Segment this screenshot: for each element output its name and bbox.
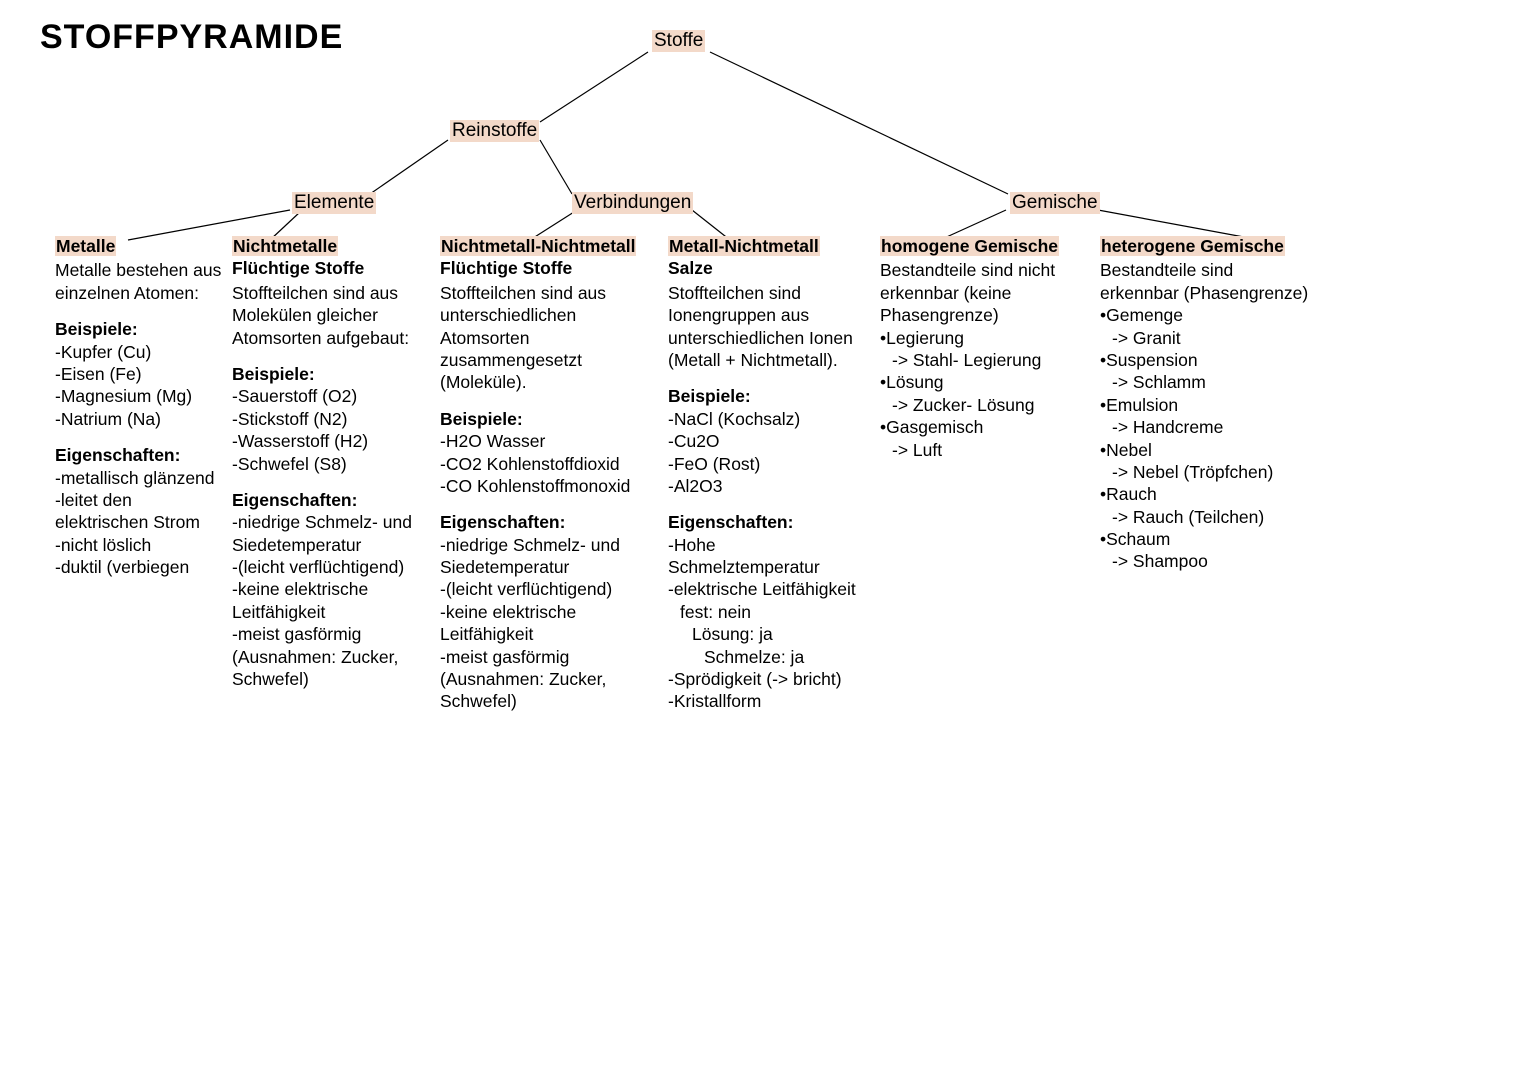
leaf-heading: Metall-Nichtmetall	[668, 236, 820, 256]
node-reinstoffe: Reinstoffe	[450, 120, 539, 142]
node-verbindungen: Verbindungen	[572, 192, 693, 214]
leaf-heterogen: heterogene GemischeBestandteile sind erk…	[1100, 235, 1310, 573]
leaf-nichtmetalle: NichtmetalleFlüchtige StoffeStoffteilche…	[232, 235, 412, 690]
leaf-heading: Nichtmetall-Nichtmetall	[440, 236, 636, 256]
leaf-heading: heterogene Gemische	[1100, 236, 1285, 256]
leaf-homogen: homogene GemischeBestandteile sind nicht…	[880, 235, 1090, 461]
node-elemente: Elemente	[292, 192, 376, 214]
node-stoffe: Stoffe	[652, 30, 705, 52]
leaf-m_nm: Metall-NichtmetallSalzeStoffteilchen sin…	[668, 235, 868, 713]
leaf-heading: homogene Gemische	[880, 236, 1059, 256]
page-title: STOFFPYRAMIDE	[40, 18, 343, 57]
node-gemische: Gemische	[1010, 192, 1100, 214]
leaf-heading: Nichtmetalle	[232, 236, 338, 256]
leaf-nm_nm: Nichtmetall-NichtmetallFlüchtige StoffeS…	[440, 235, 650, 713]
leaf-metalle: MetalleMetalle bestehen aus einzelnen At…	[55, 235, 225, 578]
leaf-heading: Metalle	[55, 236, 116, 256]
